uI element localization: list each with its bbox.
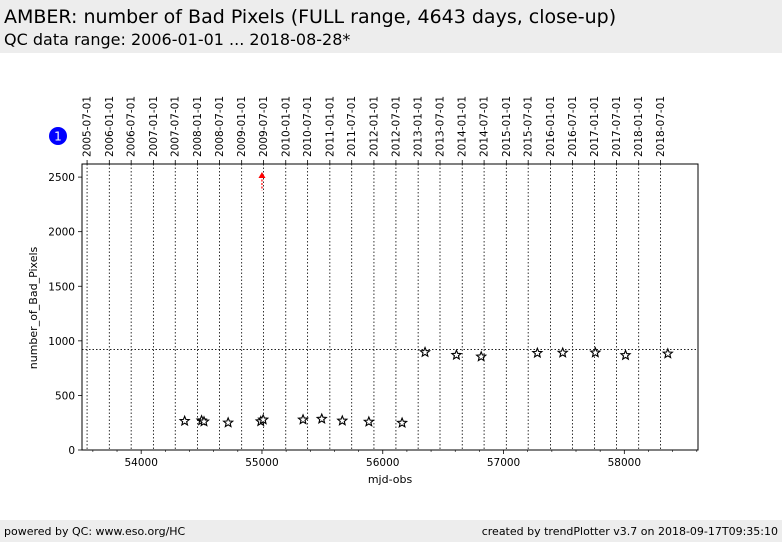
date-tick-label: 2006-07-01 bbox=[126, 96, 138, 157]
date-tick-label: 2017-07-01 bbox=[611, 96, 623, 157]
date-tick-label: 2007-07-01 bbox=[170, 96, 182, 157]
y-tick-label: 1500 bbox=[48, 281, 75, 293]
date-tick-label: 2014-07-01 bbox=[479, 96, 491, 157]
plot-number-badge bbox=[49, 127, 67, 145]
plot-number-label: 1 bbox=[54, 130, 62, 144]
x-axis-label: mjd-obs bbox=[368, 473, 413, 486]
plot-area-frame bbox=[81, 163, 699, 451]
date-tick-label: 2010-01-01 bbox=[280, 96, 292, 157]
chart-title: AMBER: number of Bad Pixels (FULL range,… bbox=[4, 6, 617, 28]
x-tick-label: 57000 bbox=[487, 457, 520, 469]
data-point-star bbox=[257, 413, 270, 425]
date-tick-label: 2011-07-01 bbox=[346, 96, 358, 157]
data-point-star bbox=[531, 346, 544, 359]
outlier-arrow-head bbox=[258, 172, 266, 178]
date-tick-label: 2007-01-01 bbox=[148, 96, 160, 157]
date-tick-label: 2009-01-01 bbox=[236, 96, 248, 157]
y-tick-label: 1000 bbox=[48, 336, 75, 348]
date-tick-label: 2012-07-01 bbox=[390, 96, 402, 157]
data-point-star bbox=[619, 348, 632, 361]
date-tick-label: 2006-01-01 bbox=[104, 96, 116, 157]
data-point-star bbox=[556, 346, 569, 358]
data-point-star bbox=[297, 413, 310, 425]
data-point-star bbox=[178, 414, 191, 427]
date-tick-label: 2013-01-01 bbox=[413, 96, 425, 157]
y-tick-label: 0 bbox=[68, 445, 75, 457]
date-tick-label: 2008-07-01 bbox=[214, 96, 226, 157]
footer-created-by: created by trendPlotter v3.7 on 2018-09-… bbox=[481, 525, 778, 538]
x-tick-label: 56000 bbox=[366, 457, 399, 469]
date-tick-label: 2009-07-01 bbox=[258, 96, 270, 157]
data-point-star bbox=[362, 415, 375, 427]
date-tick-label: 2008-01-01 bbox=[192, 96, 204, 157]
date-tick-label: 2015-01-01 bbox=[501, 96, 513, 157]
date-tick-label: 2012-01-01 bbox=[368, 96, 380, 157]
data-point-star bbox=[419, 346, 432, 358]
date-tick-label: 2013-07-01 bbox=[435, 96, 447, 157]
date-tick-label: 2018-07-01 bbox=[655, 96, 667, 157]
footer-powered-by: powered by QC: www.eso.org/HC bbox=[4, 525, 186, 538]
x-tick-label: 54000 bbox=[124, 457, 157, 469]
footer: powered by QC: www.eso.org/HC created by… bbox=[0, 520, 782, 542]
data-point-star bbox=[222, 416, 235, 428]
date-tick-label: 2011-01-01 bbox=[324, 96, 336, 157]
data-point-star bbox=[475, 350, 488, 362]
header: AMBER: number of Bad Pixels (FULL range,… bbox=[0, 0, 782, 53]
x-tick-label: 55000 bbox=[245, 457, 278, 469]
y-tick-label: 2500 bbox=[48, 172, 75, 184]
data-point-star bbox=[336, 414, 349, 426]
date-tick-label: 2014-01-01 bbox=[457, 96, 469, 157]
bad-pixels-chart: 54000 55000 56000 57000 58000 0 500 1000 1500 200… bbox=[27, 96, 699, 486]
date-tick-label: 2005-07-01 bbox=[82, 96, 94, 157]
date-tick-label: 2010-07-01 bbox=[302, 96, 314, 157]
data-point-star bbox=[315, 412, 328, 424]
date-tick-label: 2018-01-01 bbox=[633, 96, 645, 157]
data-point-star bbox=[198, 415, 210, 427]
x-tick-label: 58000 bbox=[608, 457, 641, 469]
data-point-star bbox=[661, 347, 674, 359]
y-tick-label: 500 bbox=[55, 390, 75, 402]
date-tick-label: 2016-07-01 bbox=[567, 96, 579, 157]
y-axis-label: number_of_Bad_Pixels bbox=[27, 246, 40, 369]
date-tick-label: 2015-07-01 bbox=[523, 96, 535, 157]
y-tick-label: 2000 bbox=[48, 227, 75, 239]
data-point-star bbox=[589, 346, 602, 358]
data-point-star bbox=[450, 348, 463, 361]
chart-subtitle: QC data range: 2006-01-01 ... 2018-08-28… bbox=[4, 30, 351, 49]
date-tick-label: 2017-01-01 bbox=[589, 96, 601, 157]
data-point-star bbox=[396, 416, 409, 429]
date-tick-label: 2016-01-01 bbox=[545, 96, 557, 157]
